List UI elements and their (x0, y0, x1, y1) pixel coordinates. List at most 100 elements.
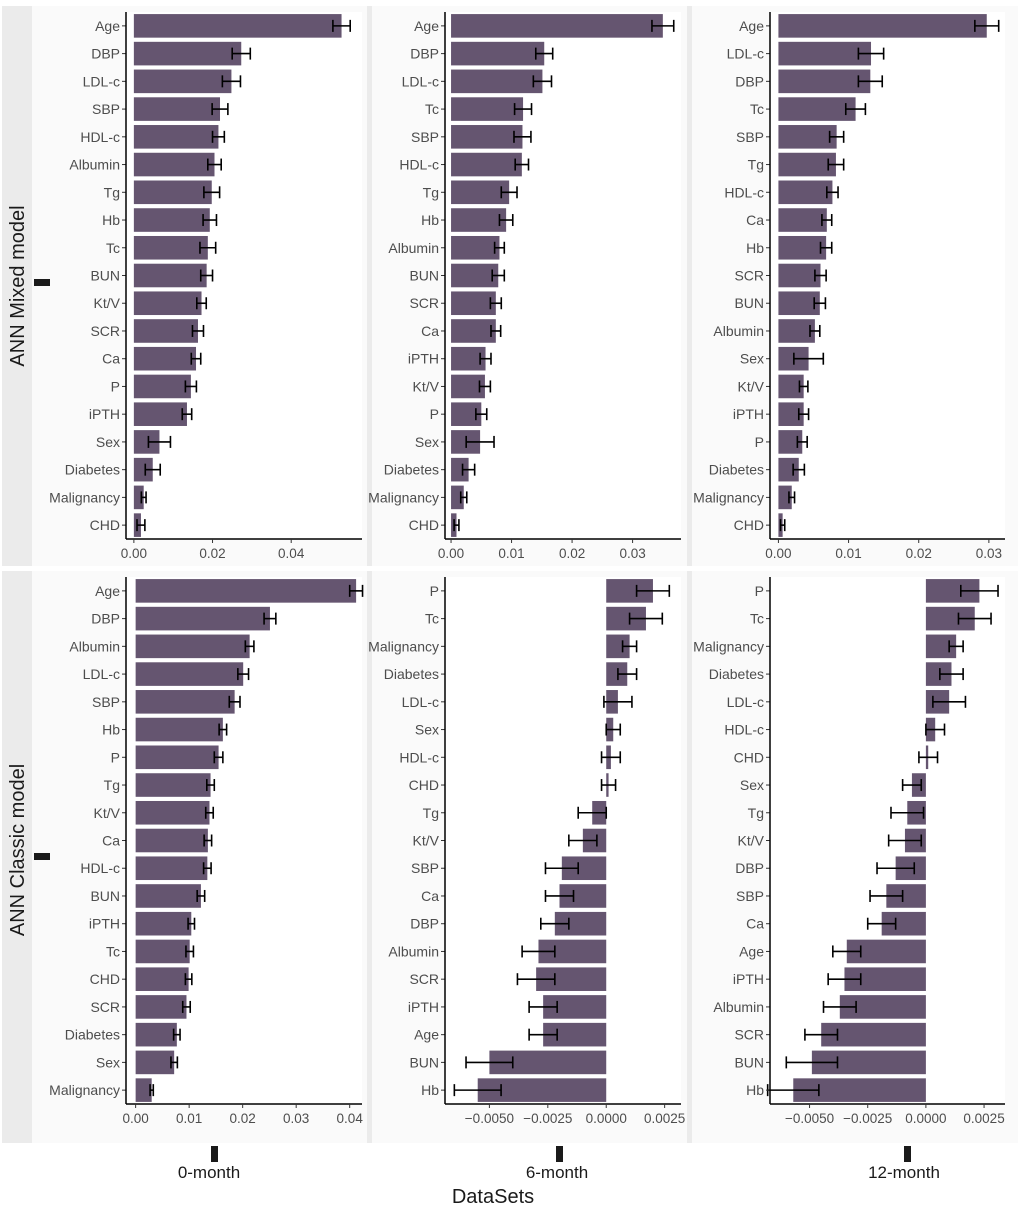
panel-2-bar-2 (451, 69, 543, 94)
panel-4-bar-3 (135, 662, 244, 686)
panel-3-bar-2 (778, 69, 871, 94)
panel-4-bar-11 (135, 884, 201, 908)
panel-6-x-tick-label-3: 0.0025 (963, 1111, 1004, 1126)
panel-4-category-label-5: Hb (102, 722, 120, 738)
panel-1-bar-7 (133, 208, 210, 232)
panel-3-bar-11 (778, 319, 815, 343)
panel-2-category-label-1: DBP (410, 46, 439, 62)
panel-5-category-label-7: CHD (409, 777, 439, 793)
panel-6-bar-17 (811, 1050, 926, 1075)
panel-3-bar-1 (778, 41, 872, 66)
panel-6-bar-18 (793, 1078, 926, 1102)
row-marker-classic (34, 853, 50, 860)
panel-1-bar-13 (133, 374, 191, 399)
panel-5-bar-17 (489, 1050, 607, 1075)
panel-1-category-label-17: Malignancy (49, 489, 120, 505)
panel-2-x-tick-label-1: 0.01 (498, 546, 524, 561)
panel-3-category-label-9: SCR (734, 268, 764, 284)
panel-2-category-label-9: BUN (409, 268, 439, 284)
panel-3-category-label-10: BUN (734, 295, 764, 311)
panel-6-category-label-18: Hb (746, 1082, 764, 1098)
panel-5-bar-11 (559, 884, 607, 908)
panel-1-bar-5 (133, 152, 215, 177)
panel-4-bar-6 (135, 745, 219, 770)
panel-1-bar-11 (133, 319, 198, 343)
panel-2-bar-1 (451, 41, 545, 66)
panel-1-category-label-18: CHD (90, 517, 120, 533)
panel-4-bar-10 (135, 856, 208, 881)
panel-2-bar-5 (451, 152, 522, 177)
panel-1-x-tick-label-0: 0.00 (121, 546, 147, 561)
panel-6-category-label-17: BUN (734, 1054, 764, 1070)
panel-2-x-tick-label-3: 0.03 (619, 546, 645, 561)
panel-2-bar-3 (451, 97, 524, 121)
panel-4-category-label-15: SCR (90, 999, 120, 1015)
panel-3-bar-9 (778, 263, 821, 288)
column-label-0-month: 0-month (178, 1163, 240, 1182)
panel-1-bar-0 (133, 14, 342, 38)
panel-5-bar-1 (606, 606, 646, 631)
panel-1-category-label-11: SCR (90, 323, 120, 339)
panel-2-category-label-6: Tg (423, 184, 439, 200)
panel-4-category-label-17: Sex (96, 1054, 120, 1070)
panel-4-category-label-18: Malignancy (49, 1082, 120, 1098)
panel-3-category-label-7: Ca (746, 212, 764, 228)
panel-2-category-label-2: LDL-c (402, 73, 439, 89)
panel-3-category-label-18: CHD (734, 517, 764, 533)
panel-5-bar-10 (561, 856, 607, 881)
panel-4-bar-13 (135, 939, 190, 964)
panel-2-bar-4 (451, 125, 523, 149)
panel-1-bar-10 (133, 291, 202, 316)
panel-1-bar-17 (133, 485, 144, 510)
panel-3-bar-7 (778, 208, 827, 232)
panel-4-bar-17 (135, 1050, 175, 1075)
panel-1-category-label-10: Kt/V (94, 295, 121, 311)
panel-5-category-label-12: DBP (410, 916, 439, 932)
panel-6-bar-0 (925, 579, 980, 603)
panel-3-x-tick-label-2: 0.02 (906, 546, 932, 561)
panel-5-category-label-4: LDL-c (402, 694, 439, 710)
panel-4-category-label-11: BUN (90, 888, 120, 904)
panel-2-bar-8 (451, 235, 500, 260)
panel-2-bar-16 (451, 457, 469, 482)
panel-2-category-label-13: Kt/V (413, 378, 440, 394)
panel-2-bar-11 (451, 319, 496, 343)
panel-5-category-label-17: BUN (409, 1054, 439, 1070)
panel-4-bar-5 (135, 717, 223, 742)
panel-3-category-label-15: P (755, 434, 764, 450)
panel-3-category-label-6: HDL-c (724, 184, 764, 200)
panel-2-category-label-8: Albumin (388, 240, 439, 256)
panel-1-category-label-0: Age (95, 18, 120, 34)
panel-1-bar-3 (133, 97, 221, 121)
panel-4-category-label-12: iPTH (89, 916, 120, 932)
panel-6-category-label-11: SBP (736, 888, 764, 904)
panel-4-bar-12 (135, 911, 192, 936)
panel-4-bar-8 (135, 800, 210, 825)
panel-2-bar-12 (451, 346, 486, 371)
panel-6-bar-13 (846, 939, 926, 964)
panel-6-category-label-5: HDL-c (724, 722, 764, 738)
panel-4-bar-14 (135, 967, 189, 991)
panel-3-bar-13 (778, 374, 804, 399)
panel-2-category-label-16: Diabetes (384, 462, 439, 478)
column-marker-0 (211, 1146, 218, 1162)
panel-5-category-label-8: Tg (423, 805, 439, 821)
panel-3-bar-5 (778, 152, 836, 177)
panel-3-bar-15 (778, 430, 803, 454)
panel-4-category-label-1: DBP (91, 611, 120, 627)
panel-2-category-label-4: SBP (411, 129, 439, 145)
panel-4-bar-9 (135, 828, 208, 853)
panel-4-bar-18 (135, 1078, 152, 1102)
panel-4-category-label-9: Ca (102, 833, 120, 849)
panel-1-category-label-4: HDL-c (80, 129, 120, 145)
panel-1-bar-6 (133, 180, 212, 205)
panel-6-x-tick-label-0: −0.0050 (785, 1111, 834, 1126)
panel-1-category-label-1: DBP (91, 46, 120, 62)
panel-3-category-label-3: Tc (750, 101, 764, 117)
panel-6-bar-14 (844, 967, 926, 991)
panel-1-category-label-3: SBP (92, 101, 120, 117)
panel-5-category-label-10: SBP (411, 860, 439, 876)
panel-3-category-label-5: Tg (748, 157, 764, 173)
panel-3-bar-14 (778, 402, 804, 426)
